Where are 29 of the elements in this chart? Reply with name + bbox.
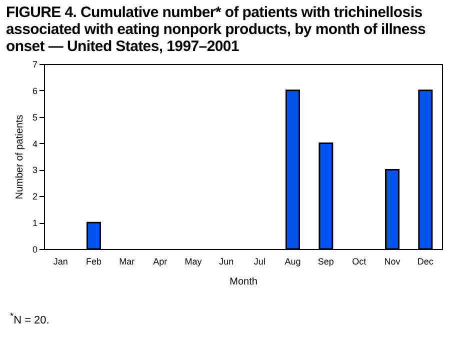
chart-title: FIGURE 4. Cumulative number* of patients with trichinellosis associated with eating nonpork products, by month of illness onset — United States, 1997–2001 <box>5 3 427 55</box>
bar <box>418 90 433 250</box>
y-tick-label: 5 <box>32 112 38 122</box>
y-tick-label: 0 <box>32 244 38 254</box>
x-tick-label: Mar <box>119 256 135 266</box>
x-tick-label: Aug <box>284 256 301 266</box>
y-tick-label: 3 <box>32 165 38 176</box>
y-tick-label: 1 <box>32 218 38 228</box>
x-axis-title: Month <box>230 276 258 288</box>
x-tick-label: May <box>184 256 202 266</box>
y-tick-label: 7 <box>32 60 38 70</box>
y-tick-label: 6 <box>32 86 38 96</box>
y-tick-label: 4 <box>32 138 38 149</box>
x-tick-label: Dec <box>417 256 434 266</box>
y-axis-title: Number of patients <box>14 114 26 200</box>
x-tick-label: Oct <box>352 256 367 266</box>
y-tick-label: 2 <box>32 192 38 202</box>
x-tick-label: Sep <box>318 256 334 266</box>
x-tick-label: Apr <box>153 256 168 266</box>
x-tick-label: Nov <box>384 256 401 266</box>
bar <box>318 142 334 250</box>
x-tick-label: Jun <box>219 256 234 266</box>
text: $^{*}$N = 20. <box>9 310 50 327</box>
x-tick-label: Jan <box>53 256 68 266</box>
bar <box>385 168 400 250</box>
bar <box>286 90 300 250</box>
bar <box>86 222 101 250</box>
x-tick-label: Feb <box>86 256 102 266</box>
x-tick-label: Jul <box>254 256 266 266</box>
